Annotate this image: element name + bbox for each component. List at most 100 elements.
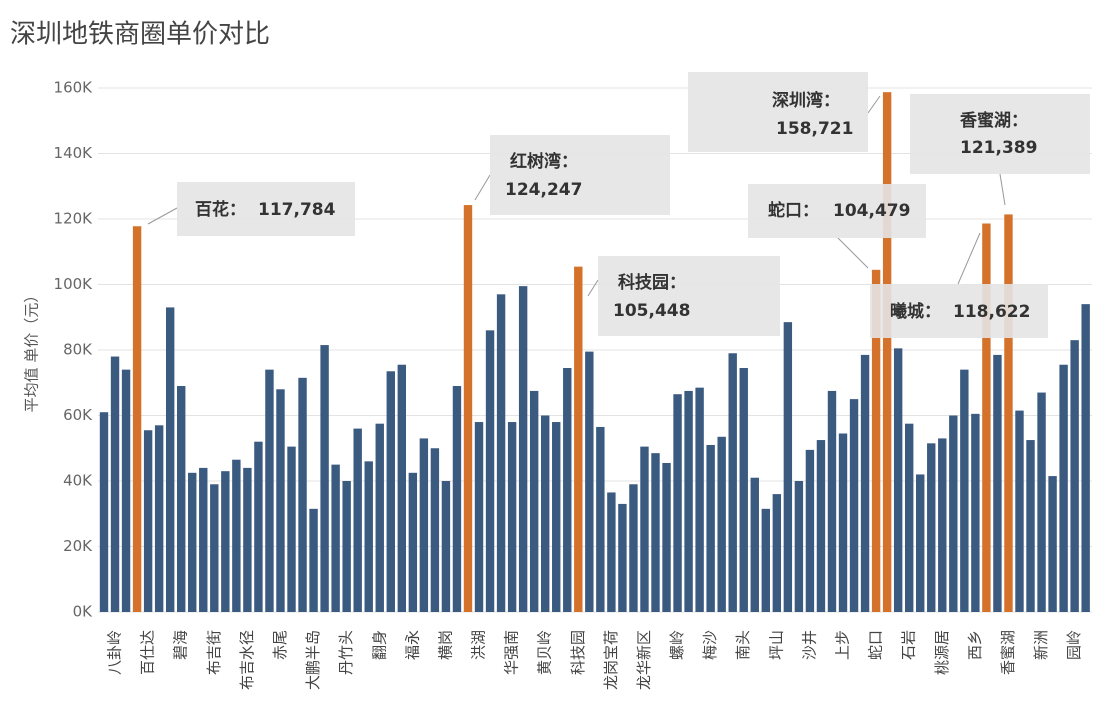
bar bbox=[408, 472, 418, 612]
x-tick-label: 黄贝岭 bbox=[536, 630, 554, 675]
data-label: 104,479 bbox=[833, 201, 910, 221]
bar bbox=[916, 474, 925, 612]
bar bbox=[1081, 304, 1090, 612]
bar bbox=[419, 438, 429, 612]
bar bbox=[110, 356, 120, 612]
bar bbox=[574, 266, 583, 612]
x-tick-label: 新洲 bbox=[1032, 630, 1050, 660]
bar bbox=[772, 494, 782, 612]
bar bbox=[607, 492, 616, 612]
x-tick-label: 福永 bbox=[403, 630, 421, 660]
x-tick-label: 龙华新区 bbox=[635, 630, 653, 690]
bar bbox=[342, 480, 351, 612]
annotation-box bbox=[490, 135, 670, 215]
bar bbox=[353, 428, 362, 612]
bar bbox=[838, 433, 848, 612]
x-tick-label: 石岩 bbox=[900, 630, 918, 660]
bar bbox=[375, 423, 384, 612]
bar bbox=[739, 368, 748, 612]
bar bbox=[596, 426, 605, 612]
x-tick-label: 百仕达 bbox=[139, 630, 157, 675]
chart-title: 深圳地铁商圈单价对比 bbox=[10, 20, 270, 50]
bar bbox=[805, 449, 815, 612]
bar bbox=[585, 351, 594, 612]
bar bbox=[640, 446, 649, 612]
bar bbox=[188, 472, 197, 612]
bar bbox=[673, 394, 682, 612]
bar bbox=[651, 453, 660, 612]
x-tick-label: 横岗 bbox=[436, 630, 454, 660]
annotation-box bbox=[870, 284, 1048, 338]
bar bbox=[882, 92, 892, 612]
annotation-leader bbox=[587, 279, 599, 297]
y-tick-label: 60K bbox=[63, 406, 93, 424]
annotation-leader bbox=[999, 173, 1006, 206]
bar bbox=[199, 467, 208, 612]
bar bbox=[761, 508, 770, 612]
x-tick-label: 龙岗宝荷 bbox=[602, 630, 620, 690]
bar bbox=[618, 503, 627, 612]
y-tick-label: 20K bbox=[63, 537, 93, 555]
bar bbox=[1059, 364, 1068, 612]
annotation-leader bbox=[147, 207, 178, 225]
bar bbox=[99, 412, 109, 612]
x-tick-label: 梅沙 bbox=[701, 630, 719, 660]
bar bbox=[993, 354, 1002, 612]
bar bbox=[397, 364, 407, 612]
data-label: 121,389 bbox=[960, 138, 1037, 158]
x-tick-label: 螺岭 bbox=[668, 630, 686, 660]
bar bbox=[364, 461, 373, 612]
bar bbox=[783, 322, 793, 612]
bar bbox=[871, 269, 881, 612]
annotation-box bbox=[748, 184, 926, 238]
bar bbox=[662, 462, 671, 612]
data-label: 117,784 bbox=[258, 200, 336, 220]
bar bbox=[132, 226, 142, 612]
y-tick-label: 160K bbox=[54, 78, 94, 96]
bar bbox=[518, 286, 528, 612]
bar bbox=[121, 369, 131, 612]
bar bbox=[563, 368, 572, 612]
bar bbox=[717, 436, 726, 612]
data-label: 124,247 bbox=[505, 180, 582, 200]
x-tick-label: 沙井 bbox=[800, 630, 818, 660]
bar bbox=[1037, 392, 1046, 612]
bar bbox=[165, 307, 175, 612]
bar bbox=[695, 387, 704, 612]
bar bbox=[949, 415, 958, 612]
bar bbox=[441, 480, 451, 612]
bar bbox=[287, 446, 296, 612]
bar bbox=[507, 422, 517, 612]
bar bbox=[1004, 214, 1013, 613]
annotation-leader bbox=[474, 174, 491, 201]
bar bbox=[684, 390, 693, 612]
data-label: 118,622 bbox=[953, 302, 1030, 322]
bar bbox=[750, 477, 759, 612]
bar bbox=[265, 369, 274, 612]
data-label: 105,448 bbox=[613, 301, 690, 321]
x-tick-label: 洪湖 bbox=[470, 630, 488, 660]
y-tick-label: 80K bbox=[63, 340, 93, 358]
annotation-leader bbox=[837, 237, 869, 269]
x-tick-label: 八卦岭 bbox=[106, 630, 124, 675]
bar bbox=[541, 415, 550, 612]
x-tick-label: 碧海 bbox=[172, 630, 190, 660]
bar bbox=[496, 294, 506, 612]
bar bbox=[309, 508, 318, 612]
annotation-name: 科技园： bbox=[618, 272, 686, 293]
bar bbox=[276, 389, 285, 612]
y-tick-label: 120K bbox=[54, 209, 94, 227]
x-tick-label: 坪山 bbox=[767, 630, 785, 660]
bar bbox=[982, 223, 991, 612]
bar bbox=[331, 464, 340, 612]
bar bbox=[1015, 410, 1024, 612]
bar bbox=[320, 345, 329, 612]
x-tick-label: 蛇口 bbox=[867, 630, 885, 660]
x-tick-label: 布吉街 bbox=[205, 630, 223, 675]
bar bbox=[971, 413, 980, 612]
bar bbox=[221, 471, 230, 612]
x-tick-label: 西乡 bbox=[966, 630, 984, 660]
annotation-leader bbox=[957, 232, 981, 285]
bar bbox=[386, 371, 395, 612]
y-axis-title: 平均值 单价（元） bbox=[23, 288, 41, 413]
